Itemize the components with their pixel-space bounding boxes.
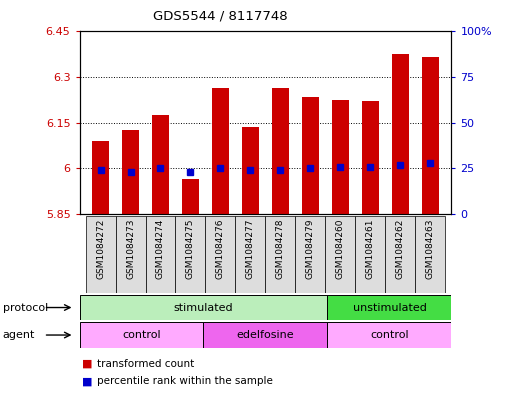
FancyBboxPatch shape: [204, 322, 327, 348]
Text: control: control: [122, 330, 161, 340]
FancyBboxPatch shape: [115, 216, 146, 293]
FancyBboxPatch shape: [235, 216, 266, 293]
Bar: [362, 101, 379, 214]
Bar: [152, 115, 169, 214]
FancyBboxPatch shape: [86, 216, 115, 293]
Text: GSM1084260: GSM1084260: [336, 219, 345, 279]
Text: transformed count: transformed count: [97, 358, 195, 369]
FancyBboxPatch shape: [295, 216, 325, 293]
Bar: [272, 88, 289, 214]
Text: GSM1084272: GSM1084272: [96, 219, 105, 279]
Text: GSM1084273: GSM1084273: [126, 219, 135, 279]
Text: stimulated: stimulated: [174, 303, 233, 312]
FancyBboxPatch shape: [327, 295, 451, 320]
Text: GSM1084275: GSM1084275: [186, 219, 195, 279]
Bar: [242, 127, 259, 214]
Text: GDS5544 / 8117748: GDS5544 / 8117748: [153, 10, 288, 23]
Text: GSM1084279: GSM1084279: [306, 219, 315, 279]
Text: GSM1084274: GSM1084274: [156, 219, 165, 279]
Text: protocol: protocol: [3, 303, 48, 312]
FancyBboxPatch shape: [356, 216, 385, 293]
Text: ■: ■: [82, 358, 92, 369]
Bar: [422, 57, 439, 214]
FancyBboxPatch shape: [206, 216, 235, 293]
Bar: [122, 130, 139, 214]
Text: GSM1084262: GSM1084262: [396, 219, 405, 279]
Text: GSM1084277: GSM1084277: [246, 219, 255, 279]
FancyBboxPatch shape: [266, 216, 295, 293]
Bar: [92, 141, 109, 214]
FancyBboxPatch shape: [175, 216, 206, 293]
Bar: [212, 88, 229, 214]
Bar: [392, 54, 409, 214]
Bar: [332, 100, 349, 214]
Text: ■: ■: [82, 376, 92, 386]
Text: unstimulated: unstimulated: [352, 303, 426, 312]
Bar: [302, 97, 319, 214]
Text: control: control: [370, 330, 409, 340]
Text: GSM1084261: GSM1084261: [366, 219, 375, 279]
Text: edelfosine: edelfosine: [236, 330, 294, 340]
Bar: [182, 179, 199, 214]
Text: percentile rank within the sample: percentile rank within the sample: [97, 376, 273, 386]
Text: GSM1084276: GSM1084276: [216, 219, 225, 279]
Text: agent: agent: [3, 330, 35, 340]
FancyBboxPatch shape: [146, 216, 175, 293]
FancyBboxPatch shape: [385, 216, 416, 293]
Text: GSM1084278: GSM1084278: [276, 219, 285, 279]
FancyBboxPatch shape: [325, 216, 356, 293]
Text: GSM1084263: GSM1084263: [426, 219, 435, 279]
FancyBboxPatch shape: [80, 295, 327, 320]
FancyBboxPatch shape: [327, 322, 451, 348]
FancyBboxPatch shape: [80, 322, 204, 348]
FancyBboxPatch shape: [416, 216, 445, 293]
